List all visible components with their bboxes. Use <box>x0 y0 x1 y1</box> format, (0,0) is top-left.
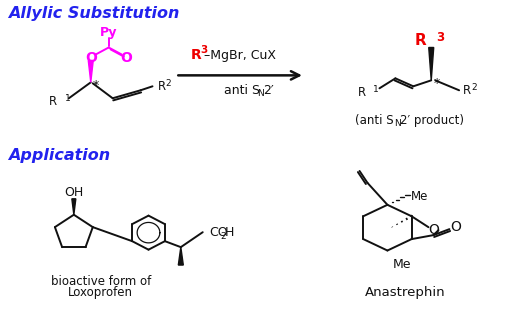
Text: O: O <box>121 51 132 65</box>
Text: 2: 2 <box>471 83 476 92</box>
Text: 2: 2 <box>221 232 226 241</box>
Text: 3: 3 <box>200 46 208 55</box>
Text: Allylic Substitution: Allylic Substitution <box>8 6 179 21</box>
Polygon shape <box>88 60 93 82</box>
Text: R: R <box>463 84 471 97</box>
Text: anti S: anti S <box>224 84 260 97</box>
Text: O: O <box>450 220 461 234</box>
Text: R: R <box>157 80 166 93</box>
Text: H: H <box>224 226 234 239</box>
Polygon shape <box>429 47 434 80</box>
Text: CO: CO <box>210 226 229 239</box>
Text: R: R <box>190 48 201 62</box>
Text: Loxoprofen: Loxoprofen <box>68 286 133 299</box>
Text: 2′: 2′ <box>263 84 274 97</box>
Text: N: N <box>394 119 401 128</box>
Text: Me: Me <box>411 190 429 203</box>
Text: (anti S: (anti S <box>355 114 393 127</box>
Text: R: R <box>49 95 57 108</box>
Text: 1: 1 <box>65 94 71 103</box>
Text: 1: 1 <box>372 85 378 94</box>
Text: –MgBr, CuX: –MgBr, CuX <box>204 49 276 62</box>
Text: 2′ product): 2′ product) <box>401 114 464 127</box>
Text: *: * <box>93 79 99 92</box>
Text: Py: Py <box>100 26 118 39</box>
Text: R: R <box>357 86 366 99</box>
Text: O: O <box>85 51 97 65</box>
Text: Anastrephin: Anastrephin <box>365 286 446 299</box>
Text: Application: Application <box>8 148 110 163</box>
Text: OH: OH <box>64 186 84 199</box>
Text: 3: 3 <box>436 31 445 44</box>
Text: Me: Me <box>393 258 412 271</box>
Text: bioactive form of: bioactive form of <box>51 275 151 288</box>
Text: N: N <box>257 89 264 98</box>
Text: 2: 2 <box>165 79 171 88</box>
Text: *: * <box>434 77 440 90</box>
Polygon shape <box>178 247 183 265</box>
Text: O: O <box>428 223 439 237</box>
Text: R: R <box>415 33 426 48</box>
Polygon shape <box>72 199 76 215</box>
